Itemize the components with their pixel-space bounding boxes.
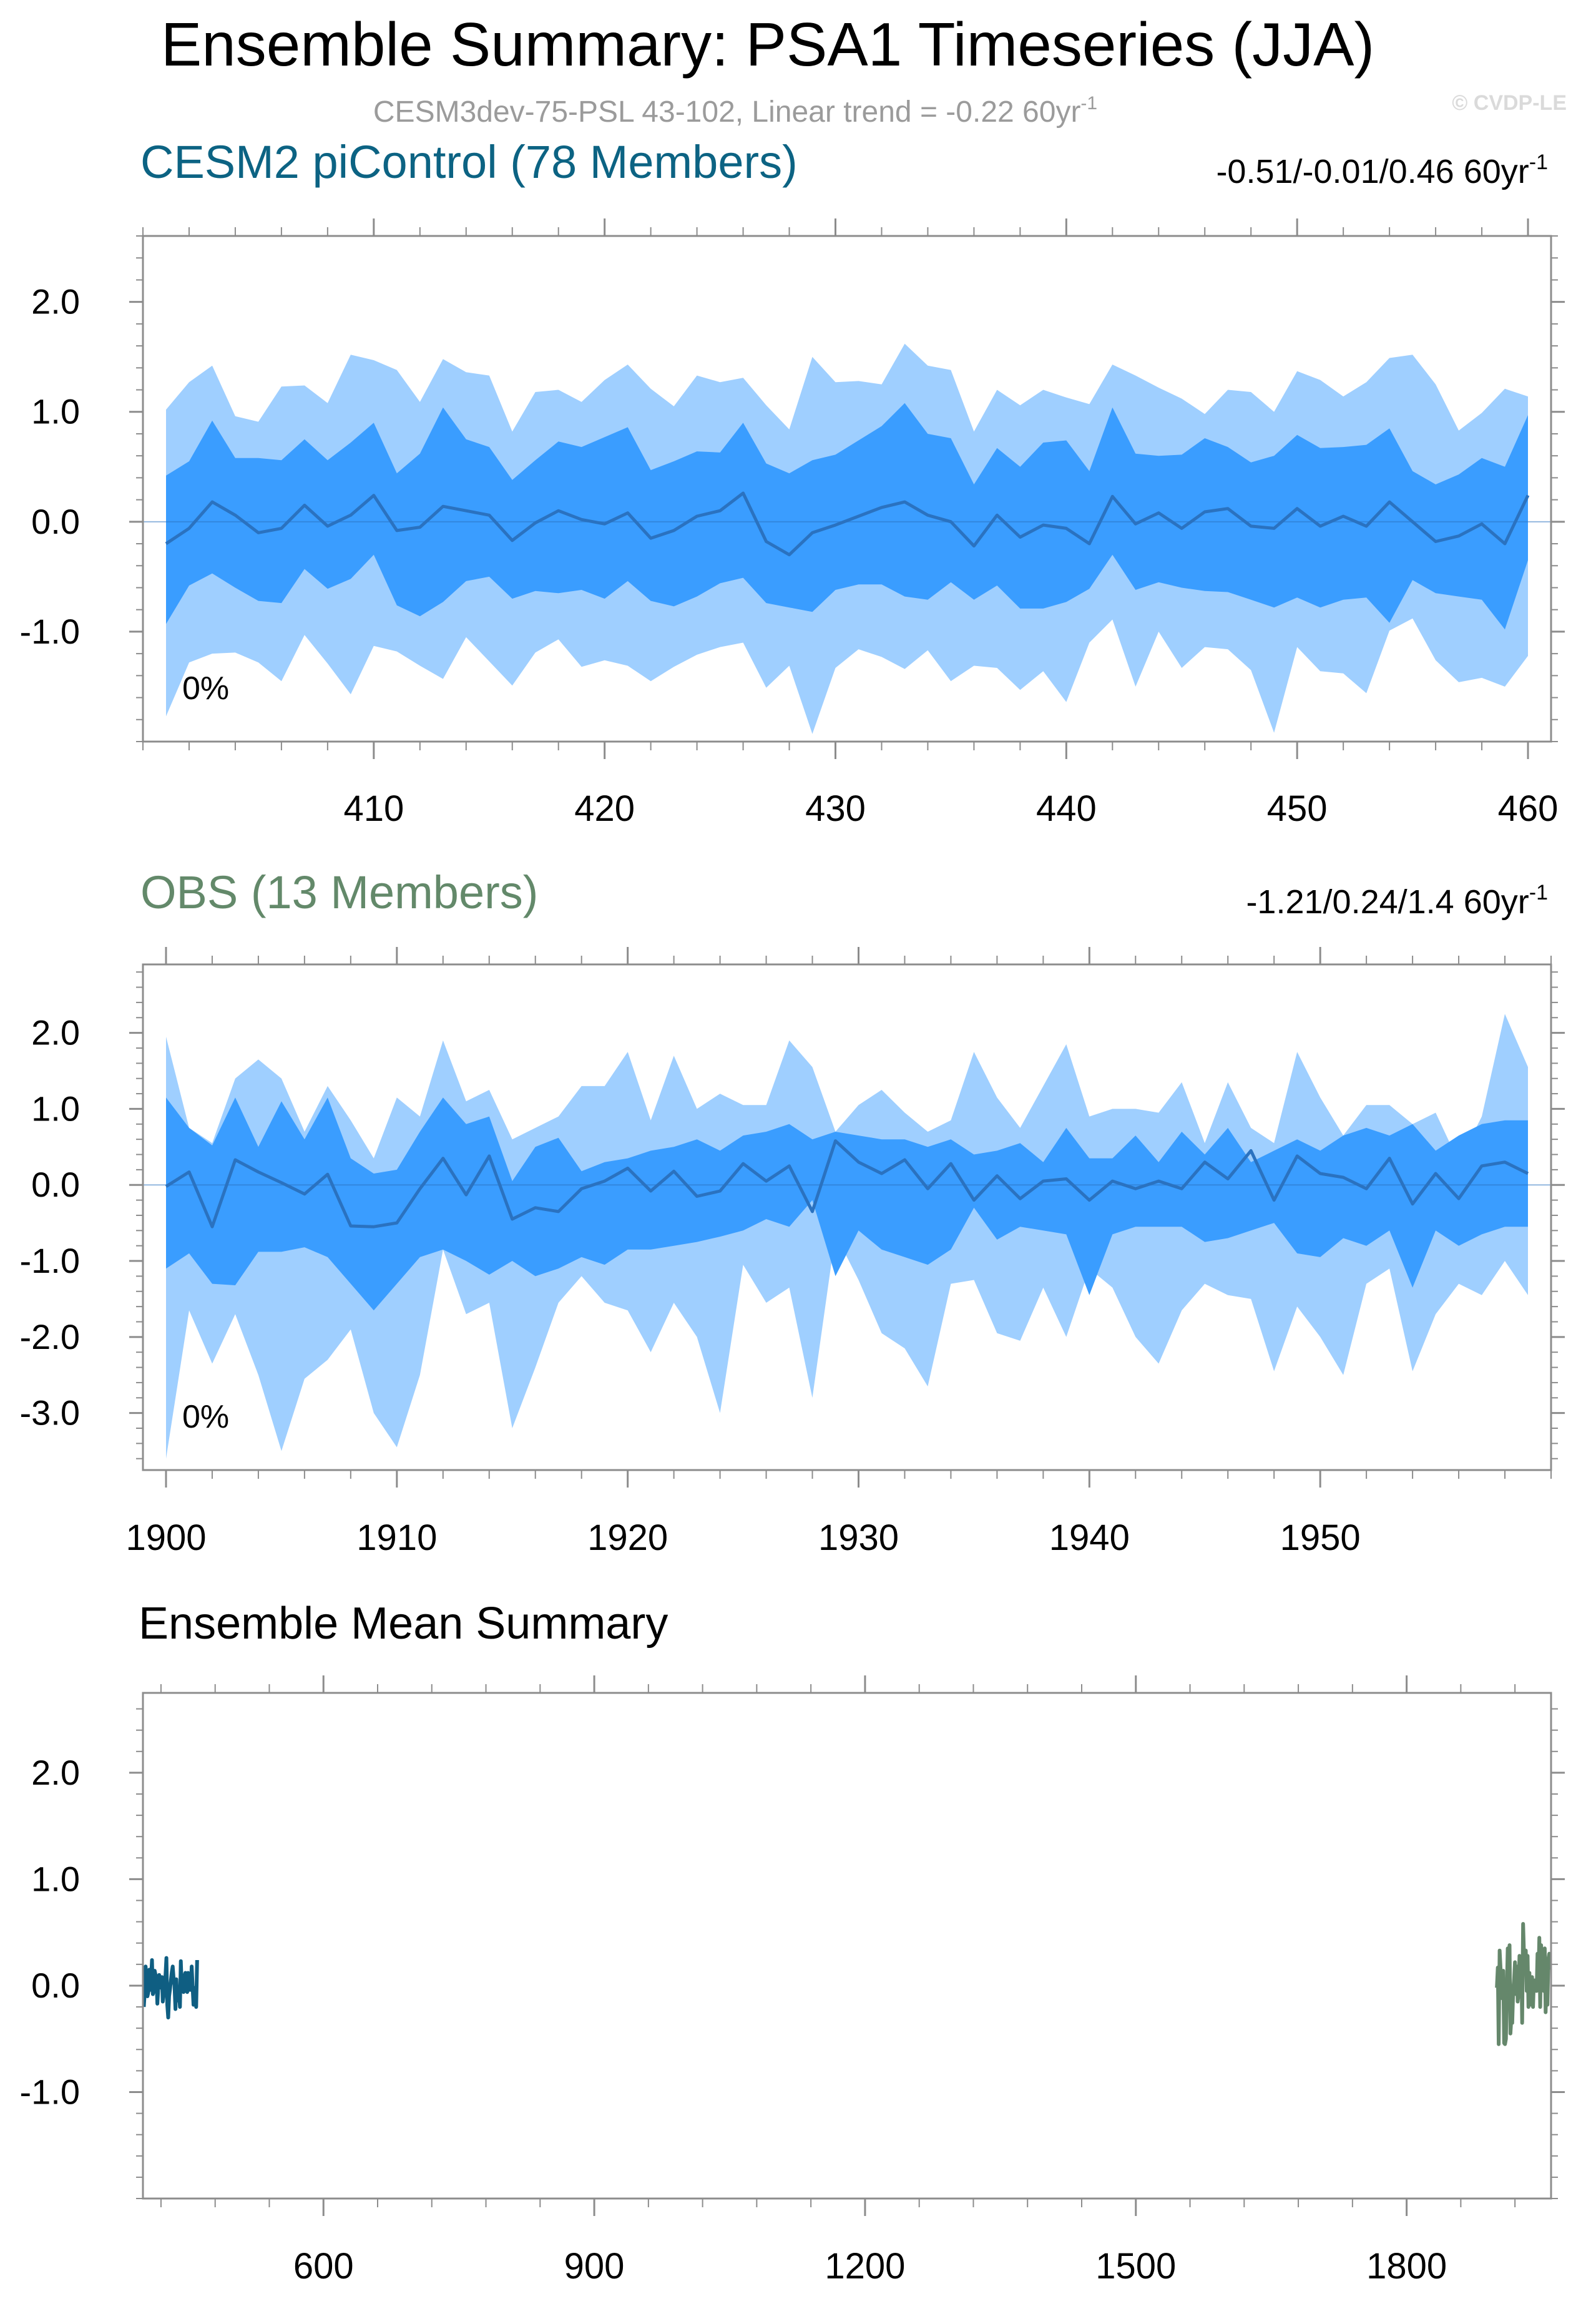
cesm-plot-frame [142,235,1552,743]
cesm-x-tick-label: 440 [1036,788,1097,829]
cesm-y-tick-label: 2.0 [31,282,80,321]
cesm-x-tick-label: 450 [1267,788,1328,829]
obs-y-tick-label: 0.0 [31,1165,80,1204]
summary-x-tick-label: 1800 [1366,2246,1447,2287]
obs-band-inner [166,1097,1528,1311]
obs-trend-sup: -1 [1529,881,1548,905]
obs-y-tick-label: 2.0 [31,1013,80,1052]
cesm-y-tick-label: 1.0 [31,392,80,431]
summary-y-tick-label: 2.0 [31,1753,80,1792]
obs-x-tick-label: 1920 [587,1517,668,1558]
obs-y-tick-label: -3.0 [20,1393,81,1433]
cesm-trend-text: -0.51/-0.01/0.46 60yr [1216,153,1529,190]
obs-ensemble-mean-line [165,1139,1529,1228]
summary-y-tick-label: -1.0 [20,2072,81,2111]
cesm-x-tick-label: 460 [1498,788,1559,829]
cesm-panel-title: CESM2 piControl (78 Members) [140,136,798,188]
summary-y-tick-label: 0.0 [31,1966,80,2005]
panel-cesm: -1.0 0.0 1.0 2.0 410 420 430 440 450 460 CESM2 piC… [20,136,1565,829]
obs-x-tick-label: 1910 [356,1517,437,1558]
obs-y-tick-label: -2.0 [20,1317,81,1356]
summary-x-tick-label: 900 [564,2246,625,2287]
summary-y-tick-label: 1.0 [31,1859,80,1898]
summary-x-tick-label: 600 [293,2246,354,2287]
obs-x-tick-label: 1900 [125,1517,206,1558]
obs-plot-frame [142,963,1552,1471]
cesm-trend-label: -0.51/-0.01/0.46 60yr-1 [1216,150,1548,190]
figure-title: Ensemble Summary: PSA1 Timeseries (JJA) [161,10,1374,79]
cesm-band-inner [166,403,1528,630]
cesm-ensemble-mean-line [165,491,1530,557]
obs-y-tick-label: 1.0 [31,1089,80,1128]
obs-trend-label: -1.21/0.24/1.4 60yr-1 [1246,881,1548,921]
obs-panel-title: OBS (13 Members) [140,866,538,918]
cesm-percent-label: 0% [182,670,229,707]
figure-subtitle-sup: -1 [1080,93,1097,114]
summary-x-tick-label: 1500 [1095,2246,1176,2287]
summary-x-tick-label: 1200 [825,2246,905,2287]
summary-panel-title: Ensemble Mean Summary [139,1599,668,1649]
cesm-x-tick-label: 430 [805,788,866,829]
panel-obs: -3.0 -2.0 -1.0 0.0 1.0 2.0 1900 1910 1920 1930 194… [20,866,1565,1558]
obs-y-tick-label: -1.0 [20,1241,81,1280]
obs-x-tick-label: 1930 [818,1517,899,1558]
summary-plot-frame [142,1692,1552,2200]
watermark: © CVDP-LE [1452,91,1567,115]
cesm-y-tick-label: 0.0 [31,502,80,541]
obs-percent-label: 0% [182,1399,229,1435]
cesm-x-tick-label: 410 [343,788,404,829]
obs-trend-text: -1.21/0.24/1.4 60yr [1246,883,1529,921]
panel-summary: -1.0 0.0 1.0 2.0 600 900 1200 1500 1800 Ensemble … [20,1599,1565,2287]
figure-subtitle-text: CESM3dev-75-PSL 43-102, Linear trend = -… [373,96,1081,129]
summary-series-line-obs [1495,1922,1552,2046]
obs-x-tick-label: 1950 [1280,1517,1361,1558]
cesm-y-tick-label: -1.0 [20,612,81,651]
cesm-x-tick-label: 420 [574,788,635,829]
obs-x-tick-label: 1940 [1049,1517,1130,1558]
summary-series-line-cesm [142,1956,199,2020]
figure-subtitle: CESM3dev-75-PSL 43-102, Linear trend = -… [373,93,1097,129]
cesm-trend-sup: -1 [1529,150,1548,174]
